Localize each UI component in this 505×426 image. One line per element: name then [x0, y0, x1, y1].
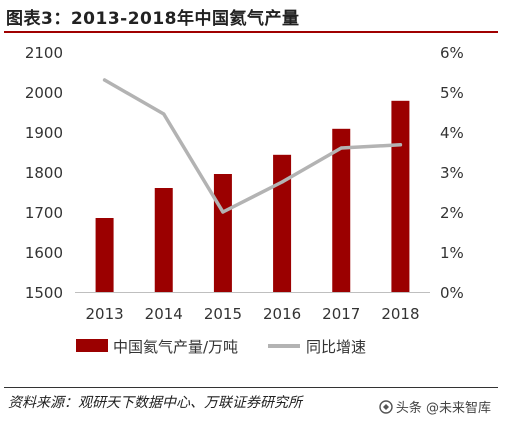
- source-rule: [4, 387, 498, 388]
- y2-tick-label: 4%: [440, 124, 464, 142]
- chart-canvas: 1500 1600 1700 1800 1900 2000 2100 0% 1% 2% 3% 4% 5…: [25, 44, 464, 356]
- growth-rate-point: [221, 210, 225, 214]
- bar: [332, 128, 351, 292]
- legend-bar-swatch: [76, 339, 108, 352]
- y-tick-label: 1900: [25, 124, 63, 142]
- legend: 中国氦气产量/万吨 同比增速: [76, 338, 366, 356]
- x-tick-label: 2018: [381, 305, 419, 323]
- y-tick-label: 1800: [25, 164, 63, 182]
- y2-tick-label: 6%: [440, 44, 464, 62]
- growth-rate-point: [280, 180, 284, 184]
- y2-tick-label: 2%: [440, 204, 464, 222]
- growth-rate-point: [102, 78, 107, 82]
- growth-rate-point: [398, 143, 403, 147]
- y-tick-label: 2000: [25, 84, 63, 102]
- y-tick-label: 1600: [25, 244, 63, 262]
- x-tick-label: 2015: [204, 305, 242, 323]
- x-tick-label: 2016: [263, 305, 301, 323]
- watermark: 头条 @未来智库: [379, 397, 491, 416]
- x-tick-label: 2017: [322, 305, 360, 323]
- bar: [95, 218, 114, 292]
- watermark-text: 头条 @未来智库: [395, 401, 491, 416]
- legend-line-label: 同比增速: [306, 338, 366, 356]
- legend-bar-label: 中国氦气产量/万吨: [113, 338, 238, 356]
- title-rule: [4, 31, 498, 33]
- x-tick-label: 2013: [85, 305, 123, 323]
- growth-rate-point: [339, 146, 343, 150]
- bar: [213, 174, 232, 292]
- y2-tick-label: 5%: [440, 84, 464, 102]
- y-tick-label: 1500: [25, 284, 63, 302]
- y-tick-label: 2100: [25, 44, 63, 62]
- brand-logo-icon: [379, 399, 393, 414]
- chart-title: 图表3：2013-2018年中国氦气产量: [6, 9, 300, 29]
- y2-tick-label: 0%: [440, 284, 464, 302]
- growth-rate-line: [102, 78, 403, 214]
- bar: [391, 100, 410, 292]
- y-tick-label: 1700: [25, 204, 63, 222]
- bar: [273, 154, 292, 292]
- x-tick-label: 2014: [145, 305, 183, 323]
- y2-tick-label: 1%: [440, 244, 464, 262]
- source-note: 资料来源：观研天下数据中心、万联证券研究所: [8, 395, 302, 411]
- growth-rate-point: [162, 112, 166, 116]
- bar: [154, 188, 173, 292]
- y2-tick-label: 3%: [440, 164, 464, 182]
